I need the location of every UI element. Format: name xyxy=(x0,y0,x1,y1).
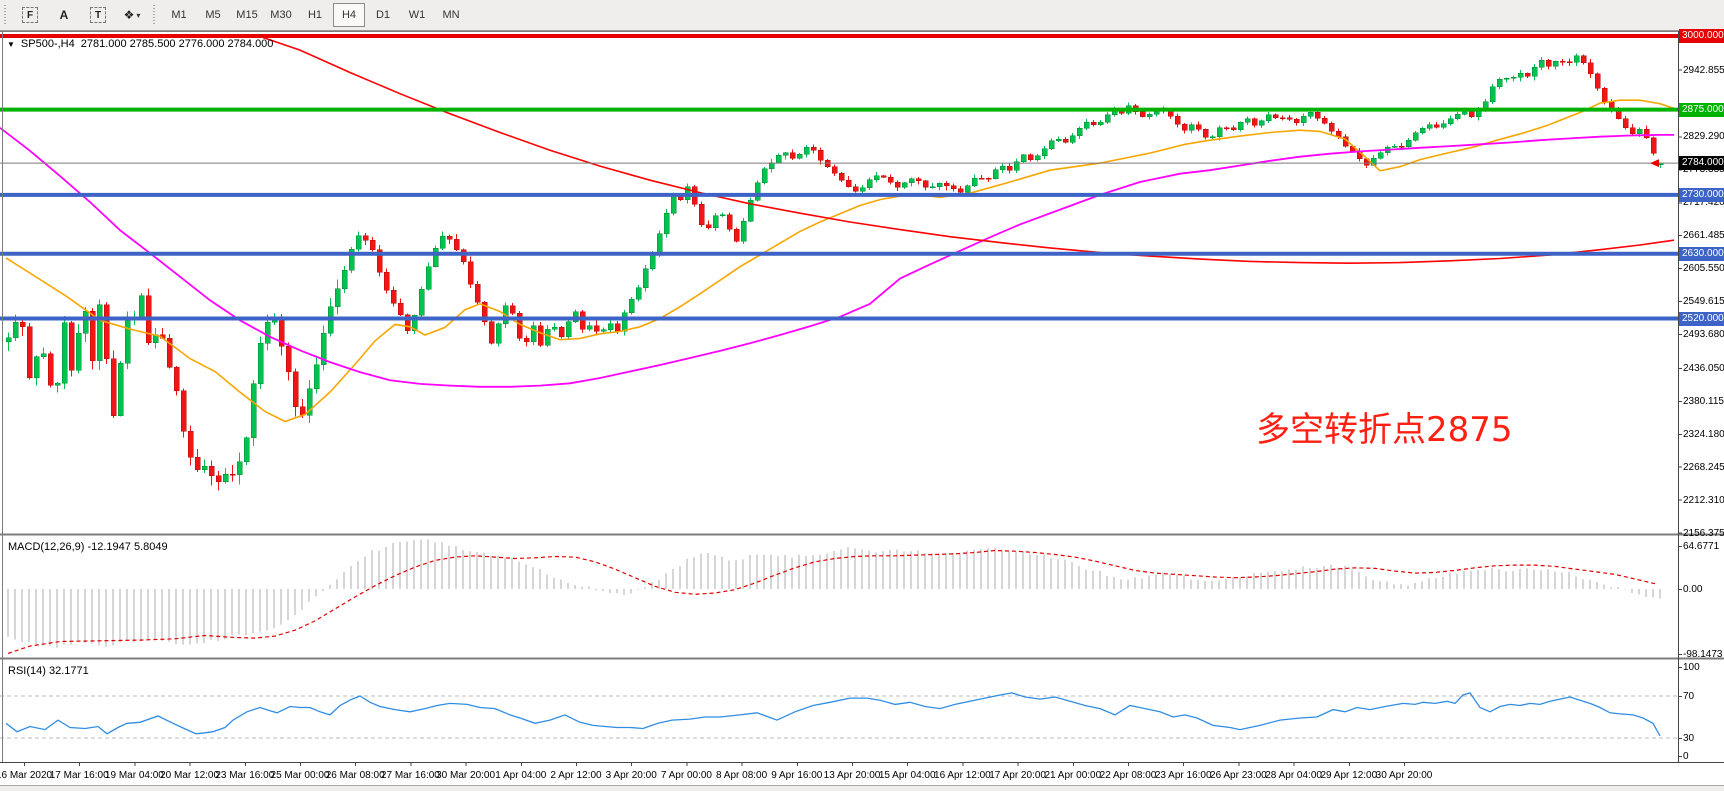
macd-panel xyxy=(7,539,1661,654)
symbol-ohlc: 2781.000 2785.500 2776.000 2784.000 xyxy=(80,38,274,50)
price-chart-svg[interactable] xyxy=(0,31,1724,785)
timeframe-button-w1[interactable]: W1 xyxy=(408,9,426,21)
price-tick-label: 2156.375 xyxy=(1683,527,1724,539)
time-tick-label: 30 Apr 20:00 xyxy=(1375,770,1433,781)
price-tick-label: 2661.485 xyxy=(1683,230,1724,242)
time-tick-label: 8 Apr 08:00 xyxy=(716,770,768,781)
rsi-label: RSI(14) 32.1771 xyxy=(8,665,89,677)
time-tick-label: 22 Apr 08:00 xyxy=(1099,770,1157,781)
timeframe-button-h4[interactable]: H4 xyxy=(333,3,365,27)
main-price-panel xyxy=(0,34,1678,491)
timeframe-button-h1[interactable]: H1 xyxy=(307,9,323,21)
price-tick-label: 2436.050 xyxy=(1683,362,1724,374)
font-icon[interactable]: A xyxy=(59,8,69,22)
last-price-marker xyxy=(1650,159,1659,168)
time-tick-label: 26 Apr 23:00 xyxy=(1210,770,1267,781)
symbol-title: ▼ SP500-,H4 2781.000 2785.500 2776.000 2… xyxy=(7,38,273,50)
time-tick-label: 1 Apr 04:00 xyxy=(495,770,547,781)
timeframe-button-m30[interactable]: M30 xyxy=(270,9,292,21)
time-tick-label: 16 Mar 2020 xyxy=(0,770,53,781)
macd-tick-label: 64.6771 xyxy=(1683,541,1720,553)
window-bottom-strip xyxy=(0,785,1724,791)
toolbar: F A T ❖ ▾ M1 M5 M15 M30 H1 H4 D1 W1 MN xyxy=(0,0,1724,31)
rsi-panel xyxy=(0,692,1678,739)
price-tick-label: 2829.290 xyxy=(1683,131,1724,143)
timeframe-button-d1[interactable]: D1 xyxy=(375,9,391,21)
chart-frame xyxy=(0,31,1724,766)
price-tick-label: 2717.420 xyxy=(1683,197,1724,209)
annotation-text: 多空转折点2875 xyxy=(1256,410,1513,450)
price-chip-2520.000: 2520.000 xyxy=(1679,311,1724,326)
time-tick-label: 23 Mar 16:00 xyxy=(215,770,275,781)
timeframe-button-m1[interactable]: M1 xyxy=(171,9,187,21)
time-tick-label: 15 Apr 04:00 xyxy=(878,770,936,781)
time-tick-label: 7 Apr 00:00 xyxy=(660,770,712,781)
price-chip-3000.000: 3000.000 xyxy=(1679,29,1724,43)
price-tick-label: 2324.180 xyxy=(1683,428,1724,440)
time-tick-label: 9 Apr 16:00 xyxy=(771,770,823,781)
dashed-frame-icon: F xyxy=(22,7,38,23)
time-tick-label: 16 Apr 12:00 xyxy=(934,770,991,781)
time-tick-label: 17 Mar 16:00 xyxy=(49,770,109,781)
price-tick-label: 2268.245 xyxy=(1683,461,1724,473)
macd-tick-label: -98.1473 xyxy=(1683,649,1723,661)
price-tick-label: 2493.680 xyxy=(1683,329,1724,341)
objects-glyph-icon: ❖ xyxy=(123,8,135,22)
rsi-tick-label: 0 xyxy=(1683,751,1689,762)
macd-tick-label: 0.00 xyxy=(1683,584,1703,595)
time-tick-label: 17 Apr 20:00 xyxy=(989,770,1046,781)
text-label-icon[interactable]: T xyxy=(82,3,114,27)
price-tick-label: 2549.615 xyxy=(1683,296,1724,308)
macd-label: MACD(12,26,9) -12.1947 5.8049 xyxy=(8,541,168,553)
time-tick-label: 25 Mar 00:00 xyxy=(270,770,330,781)
rsi-tick-label: 30 xyxy=(1683,733,1695,744)
objects-icon[interactable]: ❖ ▾ xyxy=(116,3,148,27)
timeframe-button-m15[interactable]: M15 xyxy=(236,9,258,21)
time-tick-label: 30 Mar 20:00 xyxy=(436,770,496,781)
chart-region[interactable]: ▼ SP500-,H4 2781.000 2785.500 2776.000 2… xyxy=(0,29,1724,785)
price-chip-2730.000: 2730.000 xyxy=(1679,187,1724,202)
timeframe-buttons: M1 M5 M15 M30 H1 H4 D1 W1 MN xyxy=(162,3,468,27)
chevron-down-icon: ▾ xyxy=(136,10,141,20)
dashed-text-icon: T xyxy=(90,7,106,23)
time-tick-label: 20 Mar 12:00 xyxy=(160,770,220,781)
price-chip-2630.000: 2630.000 xyxy=(1679,246,1724,261)
time-tick-label: 29 Apr 12:00 xyxy=(1320,770,1378,781)
time-tick-label: 27 Mar 16:00 xyxy=(380,770,440,781)
timeframe-button-mn[interactable]: MN xyxy=(442,9,460,21)
time-tick-label: 19 Mar 04:00 xyxy=(104,770,164,781)
time-tick-label: 21 Apr 00:00 xyxy=(1044,770,1102,781)
toolbar-grip[interactable] xyxy=(4,5,9,25)
time-tick-label: 2 Apr 12:00 xyxy=(550,770,602,781)
price-tick-label: 2942.855 xyxy=(1683,64,1724,76)
price-chip-2875.000: 2875.000 xyxy=(1679,102,1724,117)
time-tick-label: 23 Apr 16:00 xyxy=(1154,770,1212,781)
time-tick-label: 13 Apr 20:00 xyxy=(823,770,881,781)
price-tick-label: 2212.310 xyxy=(1683,494,1724,506)
toolbar-grip[interactable] xyxy=(153,5,158,25)
chart-shift-icon[interactable]: F xyxy=(14,3,46,27)
collapse-triangle-icon[interactable]: ▼ xyxy=(7,39,15,49)
rsi-tick-label: 100 xyxy=(1683,662,1700,673)
time-tick-label: 28 Apr 04:00 xyxy=(1265,770,1322,781)
price-chip-2784.000: 2784.000 xyxy=(1679,156,1724,171)
time-tick-label: 3 Apr 20:00 xyxy=(605,770,657,781)
timeframe-button-m5[interactable]: M5 xyxy=(205,9,221,21)
symbol-name: SP500-,H4 xyxy=(20,38,75,50)
rsi-tick-label: 70 xyxy=(1683,691,1695,702)
price-tick-label: 2605.550 xyxy=(1683,263,1724,275)
time-tick-label: 26 Mar 08:00 xyxy=(325,770,385,781)
price-tick-label: 2380.115 xyxy=(1683,395,1724,407)
